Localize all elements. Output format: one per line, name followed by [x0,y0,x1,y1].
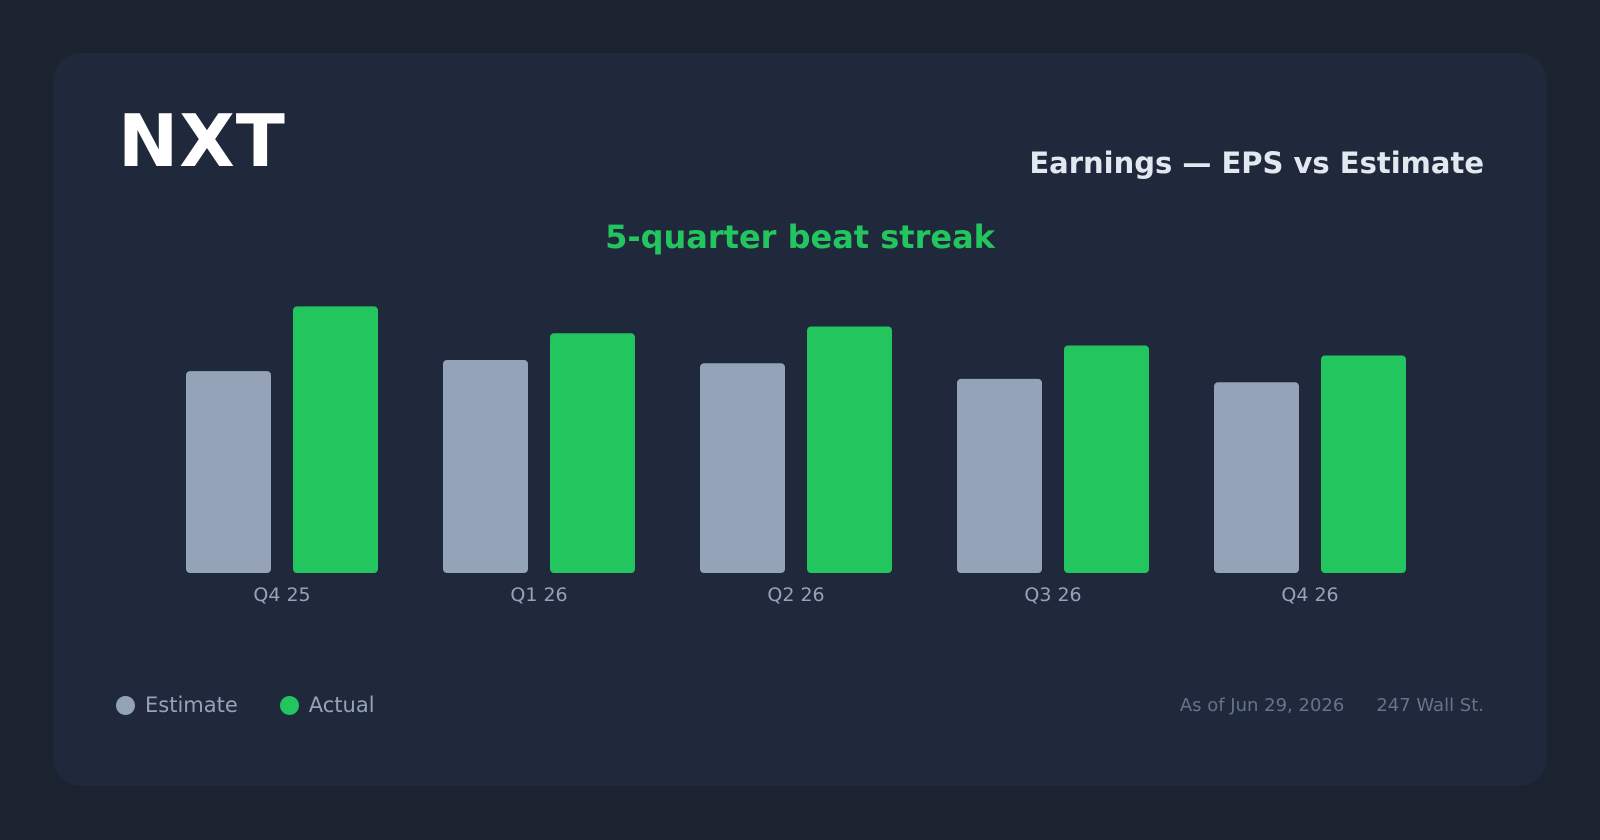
bar-actual-q2-26 [807,326,892,573]
chart-card: NXT Earnings — EPS vs Estimate 5-quarter… [53,53,1547,786]
bar-estimate-q2-26 [700,363,785,573]
legend-item-estimate: Estimate [116,693,238,717]
x-tick-label: Q1 26 [510,584,567,606]
source-label: 247 Wall St. [1376,695,1484,716]
footer: As of Jun 29, 2026 247 Wall St. [1180,695,1484,716]
legend-swatch-estimate [116,695,135,715]
legend-swatch-actual [279,695,299,715]
ticker-symbol: NXT [118,99,286,183]
legend-label-estimate: Estimate [145,693,238,717]
x-tick-label: Q3 26 [1024,584,1081,606]
bar-estimate-q3-26 [957,378,1042,573]
bar-estimate-q4-26 [1214,382,1299,573]
eps-bar-chart: Q4 25 Q1 26 Q2 26 Q3 26 Q4 26 [186,306,1406,606]
bar-estimate-q4-25 [186,371,271,573]
legend-item-actual: Actual [279,693,375,717]
x-tick-label: Q4 25 [253,584,310,606]
legend-label-actual: Actual [308,693,375,717]
legend: Estimate Actual [116,693,417,717]
bar-actual-q3-26 [1064,345,1149,573]
bar-actual-q1-26 [550,333,635,573]
x-tick-label: Q4 26 [1281,584,1338,606]
x-tick-label: Q2 26 [767,584,824,606]
beat-streak-label: 5-quarter beat streak [605,218,995,256]
chart-title: Earnings — EPS vs Estimate [1029,146,1484,180]
bar-actual-q4-26 [1321,355,1406,573]
as-of-date: As of Jun 29, 2026 [1179,695,1345,716]
bar-actual-q4-25 [293,306,378,573]
bar-estimate-q1-26 [443,359,528,573]
